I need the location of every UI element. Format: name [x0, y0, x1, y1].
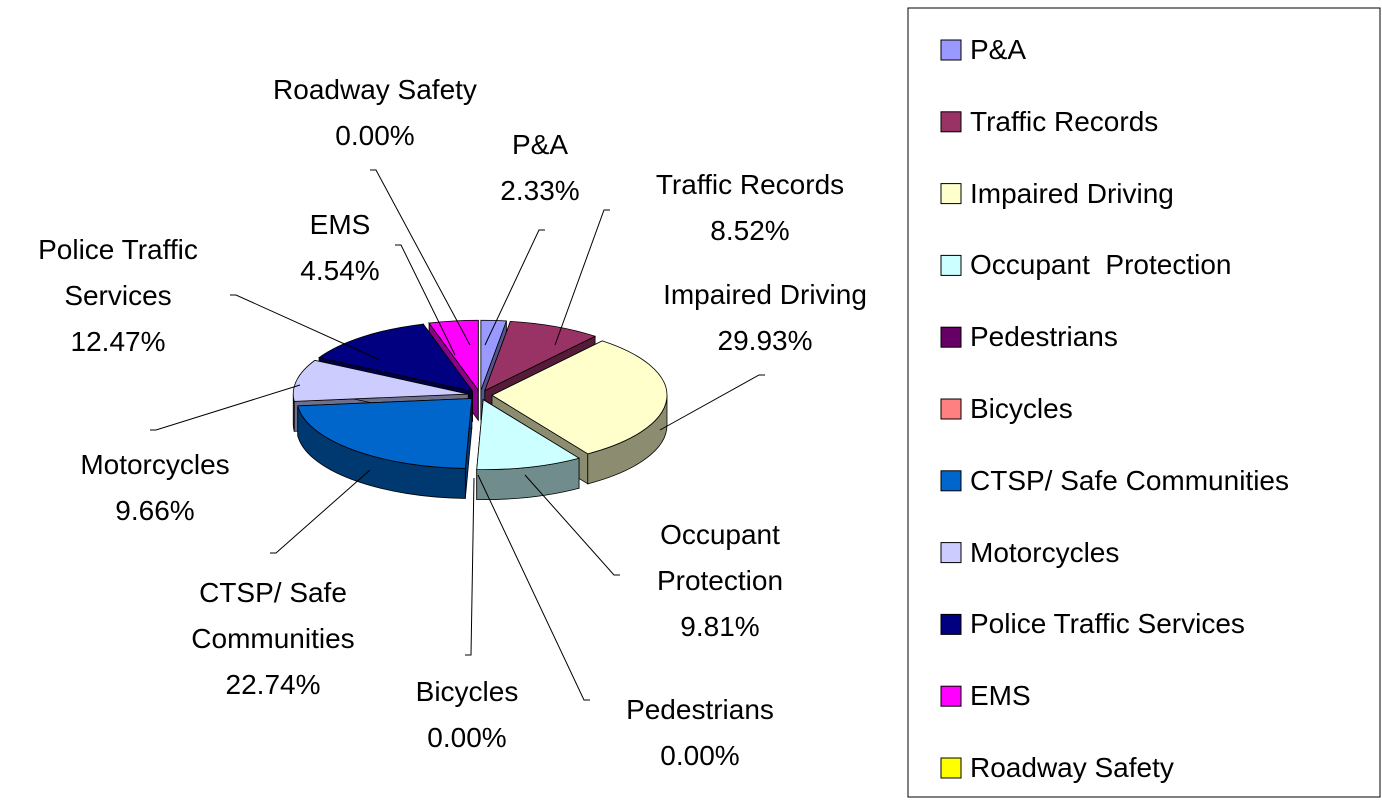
legend-entry: Pedestrians: [970, 321, 1118, 353]
pie-slice: [476, 398, 581, 471]
data-label-category: Traffic Records: [655, 169, 845, 200]
data-label-category: CTSP/ Safe Communities: [191, 577, 355, 654]
data-label: P&A 2.33%: [440, 122, 640, 214]
data-label-category: P&A: [511, 129, 569, 160]
data-label-value: 2.33%: [500, 175, 580, 206]
legend-swatch: [940, 757, 962, 779]
data-label-value: 12.47%: [70, 326, 166, 357]
legend-swatch: [940, 470, 962, 492]
legend-entry: Occupant Protection: [970, 249, 1232, 281]
data-label-category: EMS: [309, 209, 371, 240]
data-label-value: 9.66%: [115, 495, 195, 526]
data-label: CTSP/ Safe Communities 22.74%: [163, 570, 383, 708]
pie-slice: [318, 323, 474, 392]
pie-slice: [297, 398, 473, 469]
legend-swatch: [940, 613, 962, 635]
legend-swatch: [940, 685, 962, 707]
leader-line: [465, 477, 475, 656]
legend-box: [907, 7, 1381, 798]
legend-swatch: [940, 398, 962, 420]
data-label: Traffic Records 8.52%: [600, 162, 900, 254]
legend-entry: P&A: [970, 34, 1027, 65]
data-label-value: 4.54%: [300, 255, 380, 286]
legend-swatch: [940, 111, 962, 133]
data-label: Police Traffic Services 12.47%: [8, 227, 228, 365]
pie-slice: [480, 319, 507, 391]
pie-slice: [491, 340, 668, 455]
data-label-category: Impaired Driving: [663, 279, 867, 310]
data-label-category: Motorcycles: [80, 449, 230, 480]
legend-entry: Traffic Records: [970, 105, 1159, 137]
data-label-value: 22.74%: [225, 669, 321, 700]
data-label-category: Roadway Safety: [273, 74, 477, 105]
data-label: Impaired Driving 29.93%: [615, 272, 915, 364]
data-label-value: 8.52%: [710, 215, 790, 246]
data-label-value: 29.93%: [717, 325, 813, 356]
legend-entry: EMS: [970, 680, 1031, 712]
legend-entry: Police Traffic Services: [970, 608, 1245, 640]
legend-entry: CTSP/ Safe Communities: [970, 464, 1289, 496]
legend-entry: Motorcycles: [970, 536, 1120, 568]
legend-swatch: [940, 183, 962, 205]
data-label: Pedestrians 0.00%: [550, 687, 850, 779]
data-label-category: Bicycles: [415, 676, 519, 707]
data-label-category: Police Traffic Services: [38, 234, 198, 311]
data-label-value: 0.00%: [660, 740, 740, 771]
leader-line: [659, 374, 765, 431]
legend-entry: Impaired Driving: [970, 177, 1174, 209]
data-label-value: 0.00%: [335, 120, 415, 151]
legend-swatch: [940, 254, 962, 276]
leader-line: [370, 169, 471, 346]
slice-tops: [292, 319, 668, 471]
leader-line: [150, 384, 301, 431]
leader-line: [477, 474, 590, 701]
pie-slice: [292, 359, 469, 402]
legend-swatch: [940, 39, 962, 61]
leader-line: [270, 469, 371, 554]
pie-slice: [484, 320, 597, 392]
data-label: EMS 4.54%: [240, 202, 440, 294]
data-label-category: Occupant Protection: [656, 519, 784, 596]
legend-entry: Roadway Safety: [970, 752, 1174, 783]
data-label: Motorcycles 9.66%: [5, 442, 305, 534]
legend-swatch: [940, 326, 962, 348]
data-label-value: 9.81%: [680, 611, 760, 642]
data-label-value: 0.00%: [427, 722, 507, 753]
data-label-category: Pedestrians: [626, 694, 774, 725]
leader-line: [524, 474, 620, 576]
leader-line: [395, 244, 456, 356]
leader-line: [230, 294, 381, 361]
data-label: Roadway Safety 0.00%: [225, 67, 525, 159]
data-label: Bicycles 0.00%: [367, 669, 567, 761]
leader-line: [484, 229, 545, 346]
legend-swatch: [940, 542, 962, 564]
data-label: Occupant Protection 9.81%: [620, 512, 820, 650]
leader-line: [554, 209, 610, 346]
legend-entry: Bicycles: [970, 393, 1073, 424]
